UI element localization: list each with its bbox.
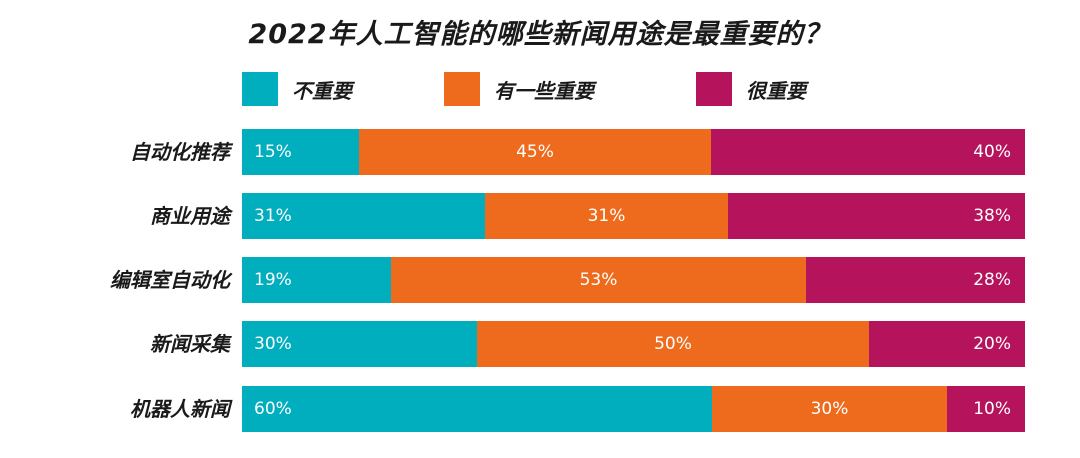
category-label: 新闻采集 [150, 332, 230, 356]
legend-swatch [696, 72, 732, 106]
stacked-bar: 15% 45% 40% [242, 129, 1025, 175]
chart-title: 2022年人工智能的哪些新闻用途是最重要的？ [248, 19, 832, 50]
bar-segment: 31% [485, 193, 728, 239]
bar-segment: 10% [947, 386, 1025, 432]
data-label: 20% [973, 334, 1011, 354]
bar-segment: 60% [242, 386, 712, 432]
bar-segment: 30% [712, 386, 947, 432]
chart-row: 编辑室自动化 19% 53% 28% [0, 257, 1080, 303]
bar-segment: 15% [242, 129, 359, 175]
category-label: 机器人新闻 [130, 397, 230, 421]
category-label: 自动化推荐 [130, 140, 230, 164]
data-label: 31% [587, 206, 626, 226]
legend-swatch [444, 72, 480, 106]
data-label: 50% [654, 334, 692, 354]
category-label: 编辑室自动化 [110, 268, 230, 292]
data-label: 19% [254, 270, 292, 290]
data-label: 31% [254, 206, 292, 226]
bar-segment: 19% [242, 257, 391, 303]
stacked-bar: 60% 30% 10% [242, 386, 1025, 432]
legend-item-somewhat-important: 有一些重要 [444, 72, 594, 106]
bar-segment: 45% [359, 129, 711, 175]
category-label: 商业用途 [150, 204, 230, 228]
legend-label: 不重要 [292, 78, 352, 103]
data-label: 38% [973, 206, 1011, 226]
bar-segment: 30% [242, 321, 477, 367]
bar-segment: 28% [806, 257, 1025, 303]
bar-segment: 40% [711, 129, 1025, 175]
bar-segment: 53% [391, 257, 806, 303]
data-label: 30% [254, 334, 292, 354]
data-label: 60% [254, 399, 292, 419]
legend-item-not-important: 不重要 [242, 72, 352, 106]
chart-row: 机器人新闻 60% 30% 10% [0, 386, 1080, 432]
chart-row: 自动化推荐 15% 45% 40% [0, 129, 1080, 175]
data-label: 28% [973, 270, 1011, 290]
legend-label: 很重要 [746, 78, 806, 103]
data-label: 15% [254, 142, 292, 162]
chart-legend: 不重要 有一些重要 很重要 [0, 72, 1080, 108]
bar-segment: 31% [242, 193, 485, 239]
stacked-bar: 30% 50% 20% [242, 321, 1025, 367]
data-label: 40% [973, 142, 1011, 162]
chart-row: 新闻采集 30% 50% 20% [0, 321, 1080, 367]
data-label: 30% [810, 399, 849, 419]
legend-swatch [242, 72, 278, 106]
legend-item-very-important: 很重要 [696, 72, 806, 106]
data-label: 53% [579, 270, 618, 290]
legend-label: 有一些重要 [494, 78, 594, 103]
stacked-bar: 19% 53% 28% [242, 257, 1025, 303]
stacked-bar: 31% 31% 38% [242, 193, 1025, 239]
bar-segment: 20% [869, 321, 1025, 367]
data-label: 10% [973, 399, 1011, 419]
chart-row: 商业用途 31% 31% 38% [0, 193, 1080, 239]
bar-segment: 50% [477, 321, 869, 367]
data-label: 45% [516, 142, 554, 162]
bar-segment: 38% [728, 193, 1025, 239]
